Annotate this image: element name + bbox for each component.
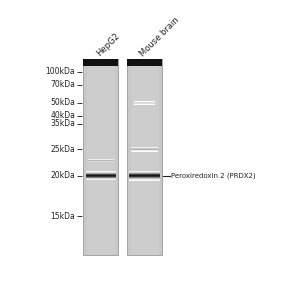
Bar [131,59,158,256]
Bar [83,59,118,66]
Bar [87,59,115,256]
Text: 40kDa: 40kDa [50,111,75,120]
Text: 15kDa: 15kDa [50,212,75,221]
Text: 100kDa: 100kDa [45,67,75,76]
Text: Mouse brain: Mouse brain [138,15,181,58]
Text: 25kDa: 25kDa [50,145,75,154]
Text: 50kDa: 50kDa [50,98,75,107]
Text: 70kDa: 70kDa [50,80,75,89]
Text: HepG2: HepG2 [94,31,121,58]
Bar [127,59,162,256]
Text: 20kDa: 20kDa [50,171,75,180]
Bar [83,59,118,256]
Bar [127,59,162,66]
Text: 35kDa: 35kDa [50,119,75,128]
Text: Peroxiredoxin 2 (PRDX2): Peroxiredoxin 2 (PRDX2) [171,172,255,179]
